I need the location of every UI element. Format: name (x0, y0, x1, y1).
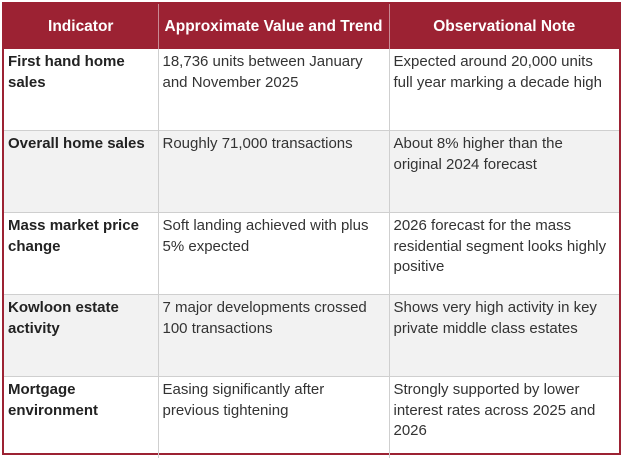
value-cell: 18,736 units between January and Novembe… (158, 49, 390, 131)
column-header-value-trend: Approximate Value and Trend (158, 4, 390, 49)
value-cell: 7 major developments crossed 100 transac… (158, 294, 390, 377)
table-row: Mortgage environment Easing significantl… (4, 376, 619, 458)
table-body: First hand home sales 18,736 units betwe… (4, 49, 619, 458)
column-header-indicator: Indicator (4, 4, 159, 49)
table-row: First hand home sales 18,736 units betwe… (4, 49, 619, 131)
column-header-observational-note: Observational Note (389, 4, 619, 49)
value-cell: Roughly 71,000 transactions (158, 130, 390, 213)
table-row: Overall home sales Roughly 71,000 transa… (4, 130, 619, 213)
note-cell: 2026 forecast for the mass residential s… (389, 212, 619, 295)
indicators-table: Indicator Approximate Value and Trend Ob… (4, 4, 619, 458)
note-cell: Shows very high activity in key private … (389, 294, 619, 377)
table-row: Kowloon estate activity 7 major developm… (4, 294, 619, 377)
note-cell: Strongly supported by lower interest rat… (393, 381, 596, 439)
indicator-cell: Mass market price change (4, 212, 159, 295)
note-cell: About 8% higher than the original 2024 f… (389, 130, 619, 213)
indicator-cell: Kowloon estate activity (4, 294, 159, 377)
note-cell: Expected around 20,000 units full year m… (389, 49, 619, 131)
value-cell: Soft landing achieved with plus 5% expec… (158, 212, 390, 295)
table-header: Indicator Approximate Value and Trend Ob… (4, 4, 619, 49)
indicator-cell: Overall home sales (4, 130, 159, 213)
indicator-cell: First hand home sales (4, 49, 159, 131)
value-cell: Easing significantly after previous tigh… (158, 376, 390, 458)
header-row: Indicator Approximate Value and Trend Ob… (4, 4, 619, 49)
table-row: Mass market price change Soft landing ac… (4, 212, 619, 295)
indicator-cell: Mortgage environment (4, 376, 159, 458)
